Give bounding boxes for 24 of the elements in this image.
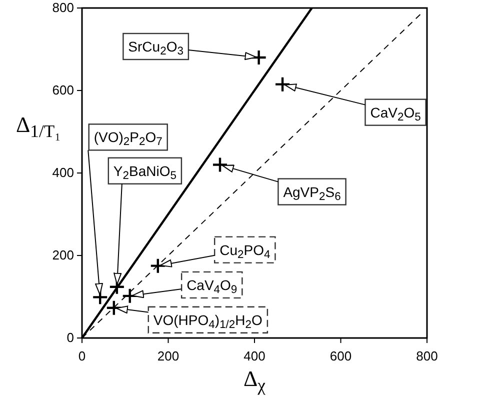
x-tick-label: 0: [78, 348, 86, 364]
annotation: Cu$_{2}$PO$_{4}$: [220, 242, 270, 262]
point: [212, 156, 228, 173]
x-tick-label: 400: [244, 348, 266, 364]
annotation: Y$_{2}$BaNiO$_{5}$: [113, 162, 176, 182]
annotation: AgVP$_{2}$S$_{6}$: [283, 184, 341, 204]
point: [122, 288, 138, 304]
annotation: CaV$_{2}$O$_{5}$: [370, 104, 421, 124]
point: [150, 258, 166, 274]
y-axis-title: Δ$_{1/T₁}$: [16, 112, 61, 142]
y-tick-label: 200: [52, 248, 74, 263]
x-tick-label: 200: [157, 348, 180, 364]
x-tick-label: 800: [416, 348, 438, 364]
y-tick-label: 400: [52, 165, 74, 180]
annotation: VO(HPO$_{4}$)$_{1/2}$H$_{2}$O: [153, 312, 262, 332]
x-tick-label: 600: [330, 348, 352, 364]
x-axis-title: Δ$_{χ}$: [244, 366, 266, 396]
y-tick-label: 0: [66, 330, 74, 346]
annotation: (VO)$_{2}$P$_{2}$O$_{7}$: [94, 129, 162, 148]
point: [274, 76, 291, 92]
y-tick-label: 800: [52, 0, 74, 16]
annotation: CaV$_{4}$O$_{9}$: [186, 276, 238, 296]
annotation: SrCu$_{2}$O$_{3}$: [128, 38, 184, 58]
y-tick-label: 600: [52, 82, 74, 98]
